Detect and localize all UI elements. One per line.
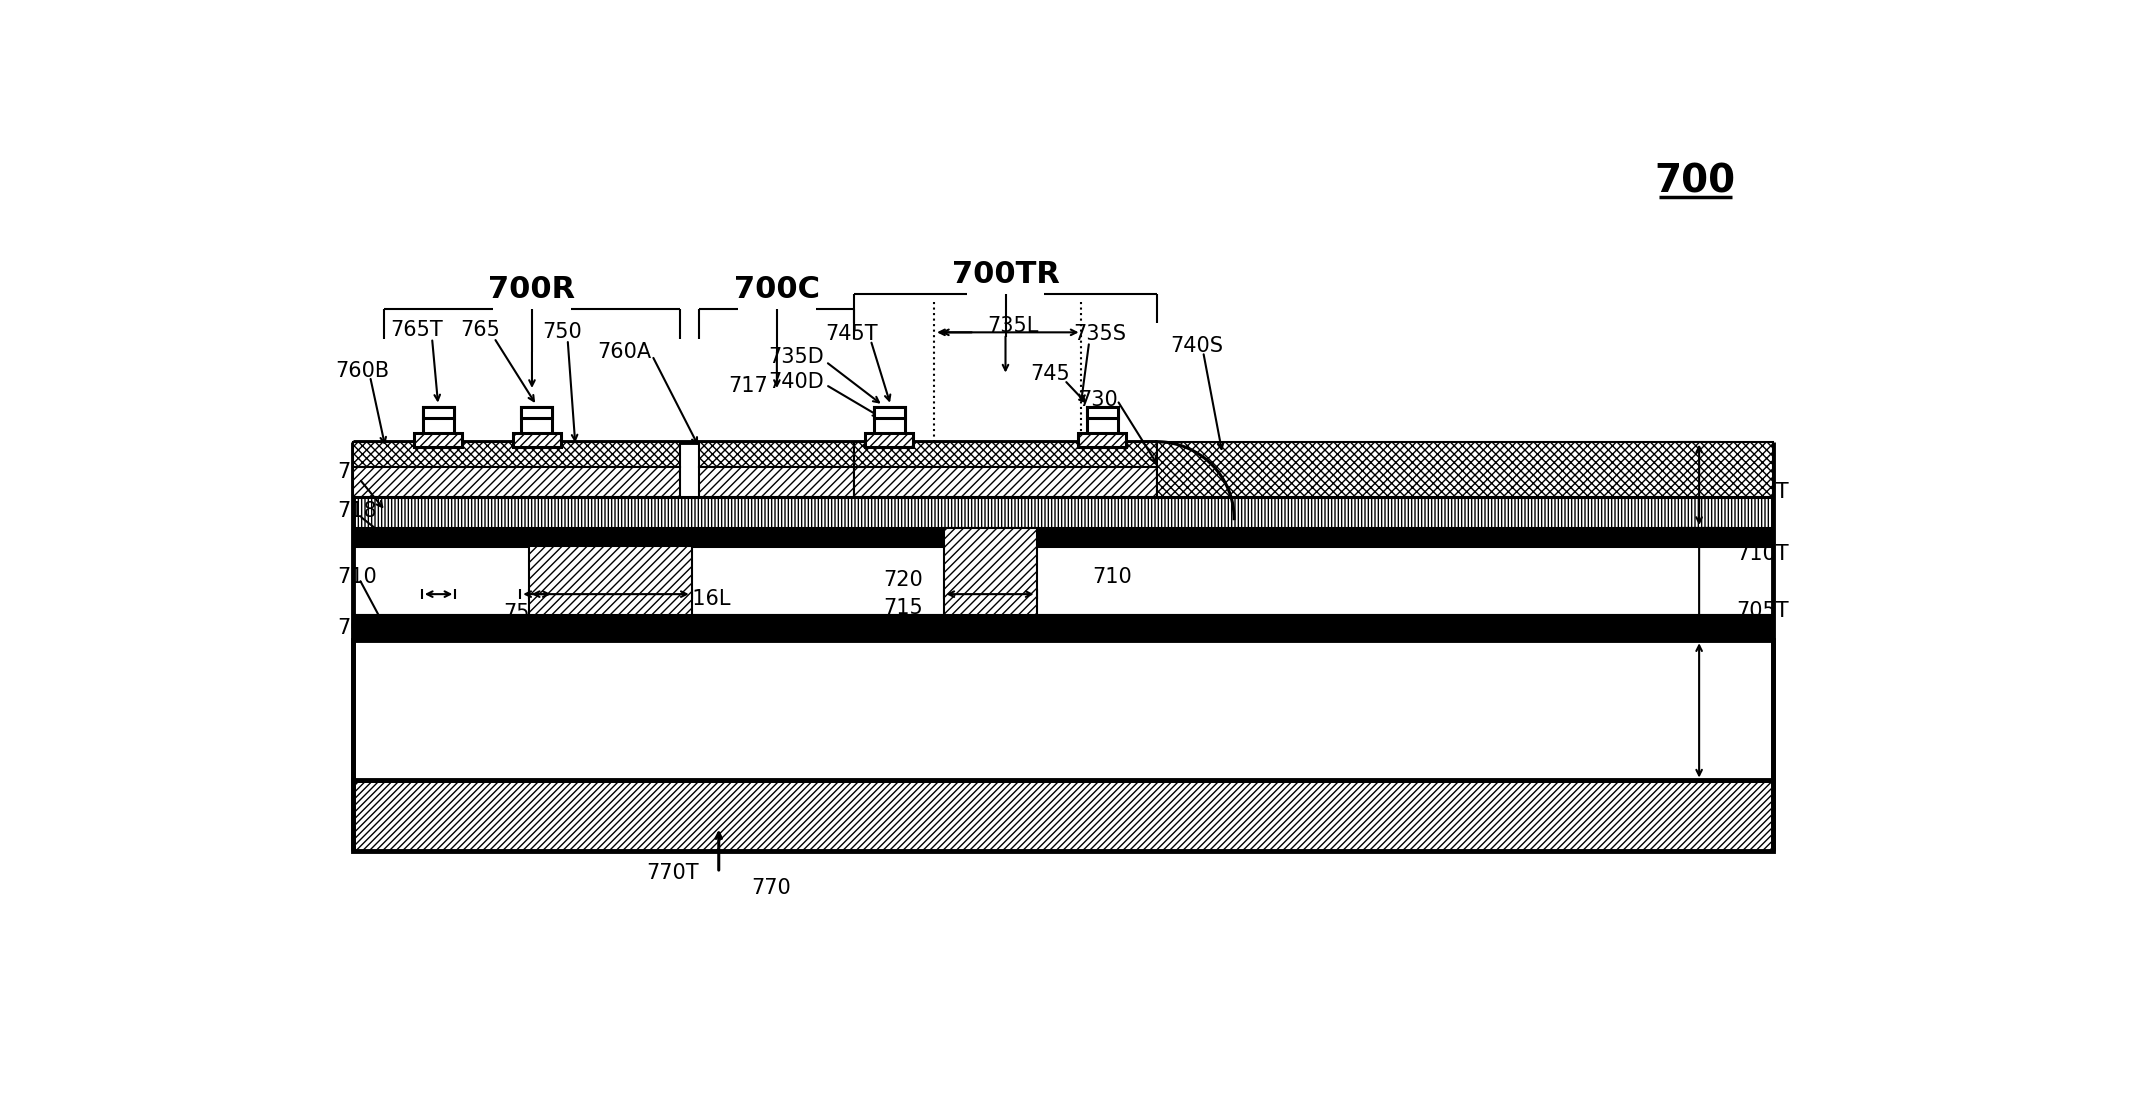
Text: 740S: 740S [1170,336,1223,356]
Bar [943,528,1036,615]
Text: 760B: 760B [336,361,390,381]
Text: 740D: 740D [769,372,825,392]
Text: 750: 750 [543,322,582,342]
Text: 735S: 735S [1073,324,1127,344]
Bar [353,615,1773,641]
Text: 735L: 735L [987,316,1038,336]
Text: 730: 730 [1079,390,1118,410]
Text: 760A: 760A [597,342,651,362]
Text: 735D: 735D [769,346,825,367]
Text: 705: 705 [338,618,377,638]
Text: 725: 725 [338,462,377,482]
Text: 770: 770 [752,878,791,898]
Bar [855,467,1157,497]
Bar [875,407,905,447]
Bar [855,441,1157,467]
Text: 700R: 700R [489,275,575,304]
Bar [353,546,1773,615]
Text: 745T: 745T [825,324,879,344]
Bar [353,641,1773,781]
Bar [875,407,905,418]
Bar [353,467,681,497]
Bar [530,546,691,615]
Bar [1088,407,1118,447]
Text: 700: 700 [1654,163,1736,201]
Text: 717: 717 [728,377,769,397]
Text: 715: 715 [883,598,924,618]
Bar [422,407,454,418]
Text: 705T: 705T [1736,602,1790,622]
Bar [353,441,681,467]
Text: 716: 716 [627,622,668,641]
Bar [700,441,855,467]
Text: 765T: 765T [390,320,444,340]
Bar [513,433,560,447]
Text: 765: 765 [461,320,500,340]
Text: 716L: 716L [679,589,730,608]
Text: 720: 720 [883,570,924,590]
Bar [353,528,1773,546]
Text: 750L: 750L [504,603,554,623]
Text: 720L: 720L [967,606,1019,626]
Text: 710: 710 [338,567,377,587]
Bar [353,497,1773,528]
Bar [521,407,551,418]
Bar [353,781,1773,851]
Text: 745: 745 [1030,364,1071,384]
Bar [422,407,454,447]
Bar [414,433,463,447]
Text: 710T: 710T [1736,544,1790,564]
Text: 710: 710 [1092,567,1133,587]
Bar [700,467,855,497]
Bar [1157,441,1773,497]
Bar [521,407,551,447]
Text: 700C: 700C [735,275,821,304]
Bar [866,433,913,447]
Text: 718: 718 [338,501,377,521]
Bar [1088,407,1118,418]
Bar [1079,433,1127,447]
Text: 770T: 770T [646,863,698,883]
Text: 700TR: 700TR [952,260,1060,290]
Text: 740T: 740T [1736,482,1790,502]
